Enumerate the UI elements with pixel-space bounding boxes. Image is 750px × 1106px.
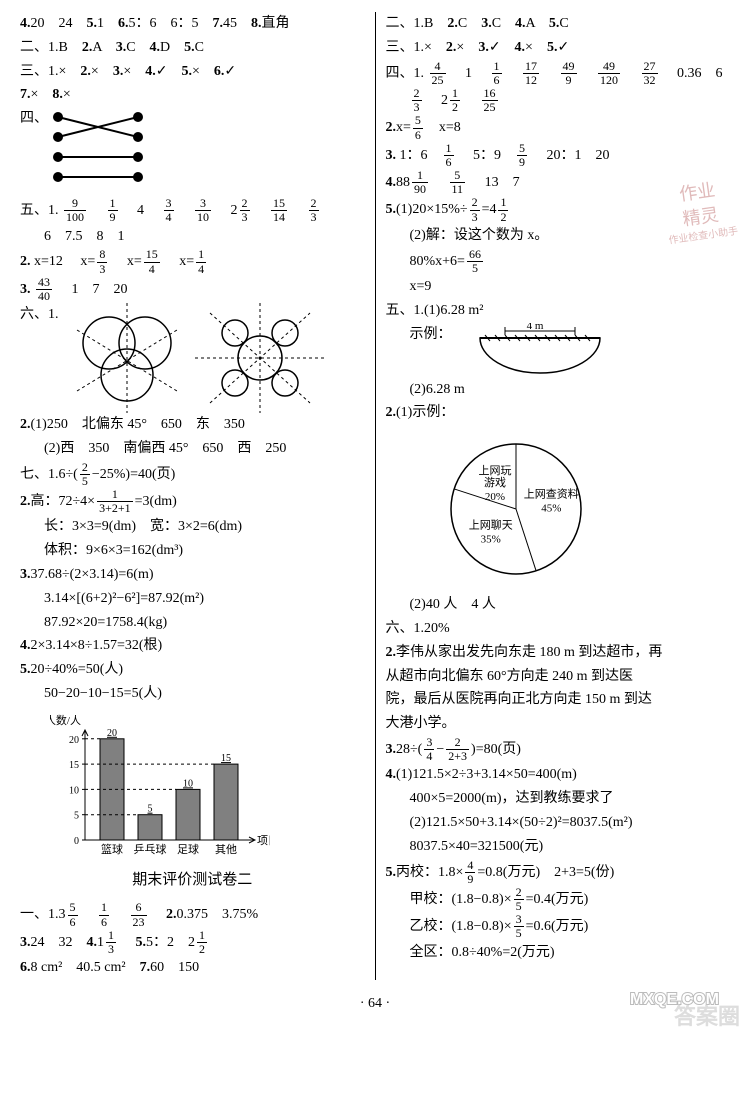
- l12b: 3.14×[(6+2)²−6²]=87.92(m²): [20, 587, 365, 611]
- l11c: 体积：9×6×3=162(dm³): [20, 539, 365, 563]
- r1: 二、1.B 2.C 3.C 4.A 5.C: [386, 12, 731, 36]
- bar-chart: 人数/人项目 0 5 10 15 20 20 篮球 5 乒乓球 10 足球 15 其他: [50, 710, 365, 860]
- left-column: 4.20 24 5.1 6.5：6 6：5 7.45 8.直角 二、1.B 2.…: [20, 12, 365, 980]
- l14: 5.20÷40%=50(人): [20, 658, 365, 682]
- r4: 2.x=56 x=8: [386, 114, 731, 141]
- svg-text:20: 20: [69, 735, 79, 746]
- l4-diagram: 四、: [20, 107, 365, 197]
- l11: 2.高：72÷4×13+2+1=3(dm): [20, 488, 365, 515]
- r9: 2.(1)示例：: [386, 401, 731, 425]
- r14: 5.丙校：1.8×49=0.8(万元) 2+3=5(份): [386, 859, 731, 886]
- l8: 六、1.: [20, 303, 365, 413]
- bl2: 3.24 32 4.113 5.5：2 212: [20, 929, 365, 956]
- svg-text:人数/人: 人数/人: [50, 714, 81, 727]
- r7d: x=9: [386, 275, 731, 299]
- right-column: 二、1.B 2.C 3.C 4.A 5.C 三、1.× 2.× 3.✓ 4.× …: [386, 12, 731, 980]
- svg-text:项目: 项目: [257, 834, 270, 847]
- four-circles-diagram: [195, 303, 325, 413]
- l2: 二、1.B 2.A 3.C 4.D 5.C: [20, 36, 365, 60]
- svg-text:0: 0: [74, 836, 79, 847]
- r13c: (2)121.5×50+3.14×(50÷2)²=8037.5(m²): [386, 811, 731, 835]
- semicircle-diagram: 4 m: [460, 323, 610, 378]
- svg-text:20: 20: [107, 728, 117, 739]
- watermark-bottom-right: 答案圈: [674, 998, 740, 1035]
- l1: 4.20 24 5.1 6.5：6 6：5 7.45 8.直角: [20, 12, 365, 36]
- svg-text:15: 15: [221, 753, 231, 764]
- r11: 2.李伟从家出发先向东走 180 m 到达超市，再从超市向北偏东 60°方向走 …: [386, 641, 731, 736]
- pie-chart: 上网查资料 45% 上网聊天 35% 上网玩游戏 20%: [416, 429, 731, 589]
- svg-text:20%: 20%: [484, 491, 504, 503]
- r7c: 80%x+6=665: [386, 248, 731, 275]
- test2-heading: 期末评价测试卷二: [20, 868, 365, 894]
- r14b: 甲校：(1.8−0.8)×25=0.4(万元): [386, 886, 731, 913]
- column-divider: [375, 12, 376, 980]
- r8b: 示例： 4 m: [386, 323, 731, 378]
- r13d: 8037.5×40=321500(元): [386, 835, 731, 859]
- l4-label: 四、: [20, 107, 48, 131]
- svg-text:足球: 足球: [177, 842, 199, 856]
- svg-text:乒乓球: 乒乓球: [134, 842, 167, 856]
- l6: 2. x=12 x=83 x=154 x=14: [20, 248, 365, 275]
- l13: 4.2×3.14×8÷1.57=32(根): [20, 634, 365, 658]
- r12: 3.28÷(34−22+3)=80(页): [386, 736, 731, 763]
- l14b: 50−20−10−15=5(人): [20, 682, 365, 706]
- svg-text:其他: 其他: [215, 843, 237, 856]
- svg-text:4 m: 4 m: [526, 323, 543, 332]
- r13: 4.(1)121.5×2÷3+3.14×50=400(m): [386, 763, 731, 787]
- page-number: · 64 ·: [20, 992, 730, 1016]
- r11a: 李伟从家出发先向东走 180 m 到达超市，再从超市向北偏东 60°方向走 24…: [386, 645, 663, 731]
- l3: 三、1.× 2.× 3.× 4.✓ 5.× 6.✓: [20, 60, 365, 84]
- r9c: (2)40 人 4 人: [386, 593, 731, 617]
- svg-text:10: 10: [69, 785, 79, 796]
- l9b: (2)西 350 南偏西 45° 650 西 250: [20, 437, 365, 461]
- trefoil-diagram: [67, 303, 187, 413]
- svg-text:游戏: 游戏: [483, 476, 505, 489]
- l5: 五、1. 9100 19 4 34 310 223 1514 23: [20, 197, 365, 224]
- r10: 六、1.20%: [386, 617, 731, 641]
- svg-text:15: 15: [69, 760, 79, 771]
- svg-text:5: 5: [74, 811, 79, 822]
- l5b: 6 7.5 8 1: [20, 225, 365, 249]
- r8c: (2)6.28 m: [386, 378, 731, 402]
- svg-text:上网聊天: 上网聊天: [468, 517, 512, 531]
- cross-match-diagram: [48, 107, 158, 197]
- r13b: 400×5=2000(m)，达到教练要求了: [386, 787, 731, 811]
- svg-text:45%: 45%: [541, 503, 561, 515]
- r8: 五、1.(1)6.28 m²: [386, 299, 731, 323]
- svg-text:篮球: 篮球: [101, 842, 123, 856]
- r3b: 23 212 1625: [386, 87, 731, 114]
- l9: 2.(1)250 北偏东 45° 650 东 350: [20, 413, 365, 437]
- svg-text:10: 10: [183, 778, 193, 789]
- r3: 四、1. 425 1 16 1712 499 49120 2732 0.36 6: [386, 60, 731, 87]
- svg-text:上网玩: 上网玩: [478, 464, 511, 477]
- r8b-label: 示例：: [410, 323, 452, 347]
- l7: 3. 4340 1 7 20: [20, 276, 365, 303]
- l12: 3.37.68÷(2×3.14)=6(m): [20, 563, 365, 587]
- r14d: 全区：0.8÷40%=2(万元): [386, 941, 731, 965]
- bl1: 一、1.356 16 623 2.0.375 3.75%: [20, 901, 365, 928]
- l10: 七、1.6÷(25−25%)=40(页): [20, 461, 365, 488]
- svg-text:上网查资料: 上网查资料: [523, 487, 578, 501]
- bl3: 6.8 cm² 40.5 cm² 7.60 150: [20, 956, 365, 980]
- l12c: 87.92×20=1758.4(kg): [20, 611, 365, 635]
- l3b: 7.× 8.×: [20, 83, 365, 107]
- l11b: 长：3×3=9(dm) 宽：3×2=6(dm): [20, 515, 365, 539]
- r14c: 乙校：(1.8−0.8)×35=0.6(万元): [386, 913, 731, 940]
- l8-label: 六、1.: [20, 303, 59, 327]
- svg-text:35%: 35%: [480, 533, 500, 545]
- r5: 3. 1：6 16 5：9 59 20：1 20: [386, 142, 731, 169]
- r2: 三、1.× 2.× 3.✓ 4.× 5.✓: [386, 36, 731, 60]
- svg-text:5: 5: [148, 804, 153, 815]
